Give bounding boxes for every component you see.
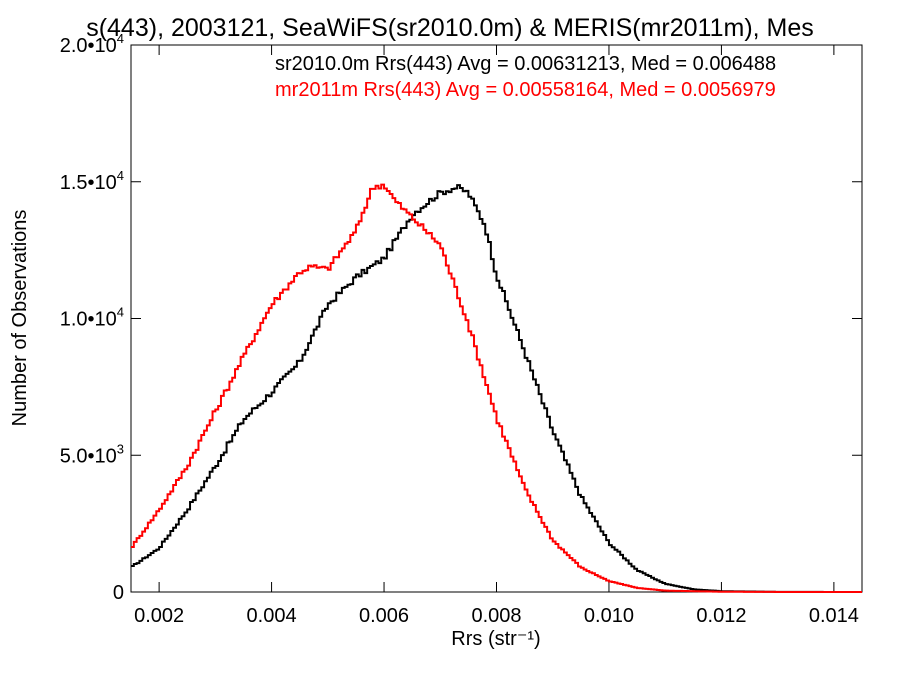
y-tick-label: 0 xyxy=(113,582,124,604)
x-tick-label: 0.002 xyxy=(134,605,184,627)
axis-ticks: 0.002 0.004 0.006 0.008 0.010 0.012 0.014 0 5.0•… xyxy=(60,31,862,627)
chart-title: s(443), 2003121, SeaWiFS(sr2010.0m) & ME… xyxy=(86,14,814,42)
y-tick-label: 1.5•104 xyxy=(60,168,124,194)
annotation-red: mr2011m Rrs(443) Avg = 0.00558164, Med =… xyxy=(275,79,776,101)
series-layer xyxy=(131,183,862,593)
x-tick-label: 0.006 xyxy=(359,605,409,627)
x-tick-label: 0.012 xyxy=(696,605,746,627)
x-tick-label: 0.010 xyxy=(584,605,634,627)
y-axis-label: Number of Observations xyxy=(9,210,31,427)
y-tick-label: 2.0•104 xyxy=(60,31,124,57)
x-tick-label: 0.004 xyxy=(247,605,297,627)
x-axis-label: Rrs (str⁻¹) xyxy=(451,628,540,650)
y-tick-label: 5.0•103 xyxy=(60,441,124,467)
x-tick-label: 0.008 xyxy=(471,605,521,627)
series-line-1 xyxy=(131,183,862,593)
annotation-black: sr2010.0m Rrs(443) Avg = 0.00631213, Med… xyxy=(275,53,776,75)
x-tick-label: 0.014 xyxy=(809,605,859,627)
y-tick-label: 1.0•104 xyxy=(60,305,124,331)
series-line-0 xyxy=(131,184,862,593)
plot-frame xyxy=(130,44,863,593)
